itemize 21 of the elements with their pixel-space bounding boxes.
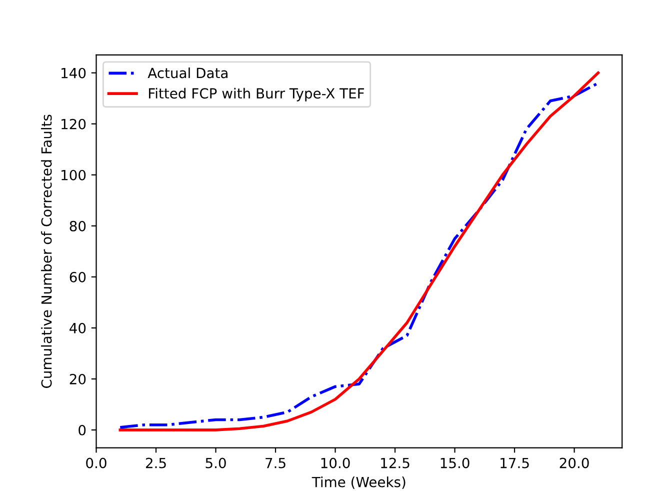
x-tick-label: 5.0 xyxy=(206,458,226,468)
y-tick-label: 40 xyxy=(70,322,86,334)
legend-label: Actual Data xyxy=(148,67,228,78)
y-tick-label: 0 xyxy=(78,424,86,436)
x-tick-label: 7.5 xyxy=(266,458,286,468)
x-tick-label: 17.5 xyxy=(500,458,529,468)
x-tick-label: 12.5 xyxy=(381,458,410,468)
legend-label: Fitted FCP with Burr Type-X TEF xyxy=(149,88,364,102)
y-tick-label: 120 xyxy=(62,118,86,130)
x-tick-label: 10.0 xyxy=(321,458,350,468)
x-axis-title: Time (Weeks) xyxy=(312,476,406,489)
y-tick-label: 60 xyxy=(70,272,86,282)
y-axis-title: Cumulative Number of Corrected Faults xyxy=(41,114,52,388)
x-tick-label: 20.0 xyxy=(560,458,589,468)
x-tick-label: 2.5 xyxy=(146,458,166,468)
y-tick-label: 140 xyxy=(62,68,86,78)
y-tick-label: 20 xyxy=(70,374,86,384)
y-tick-label: 80 xyxy=(70,220,86,232)
x-tick-label: 0.0 xyxy=(86,458,106,468)
x-tick-label: 15.0 xyxy=(440,458,470,468)
y-tick-label: 100 xyxy=(62,170,86,180)
